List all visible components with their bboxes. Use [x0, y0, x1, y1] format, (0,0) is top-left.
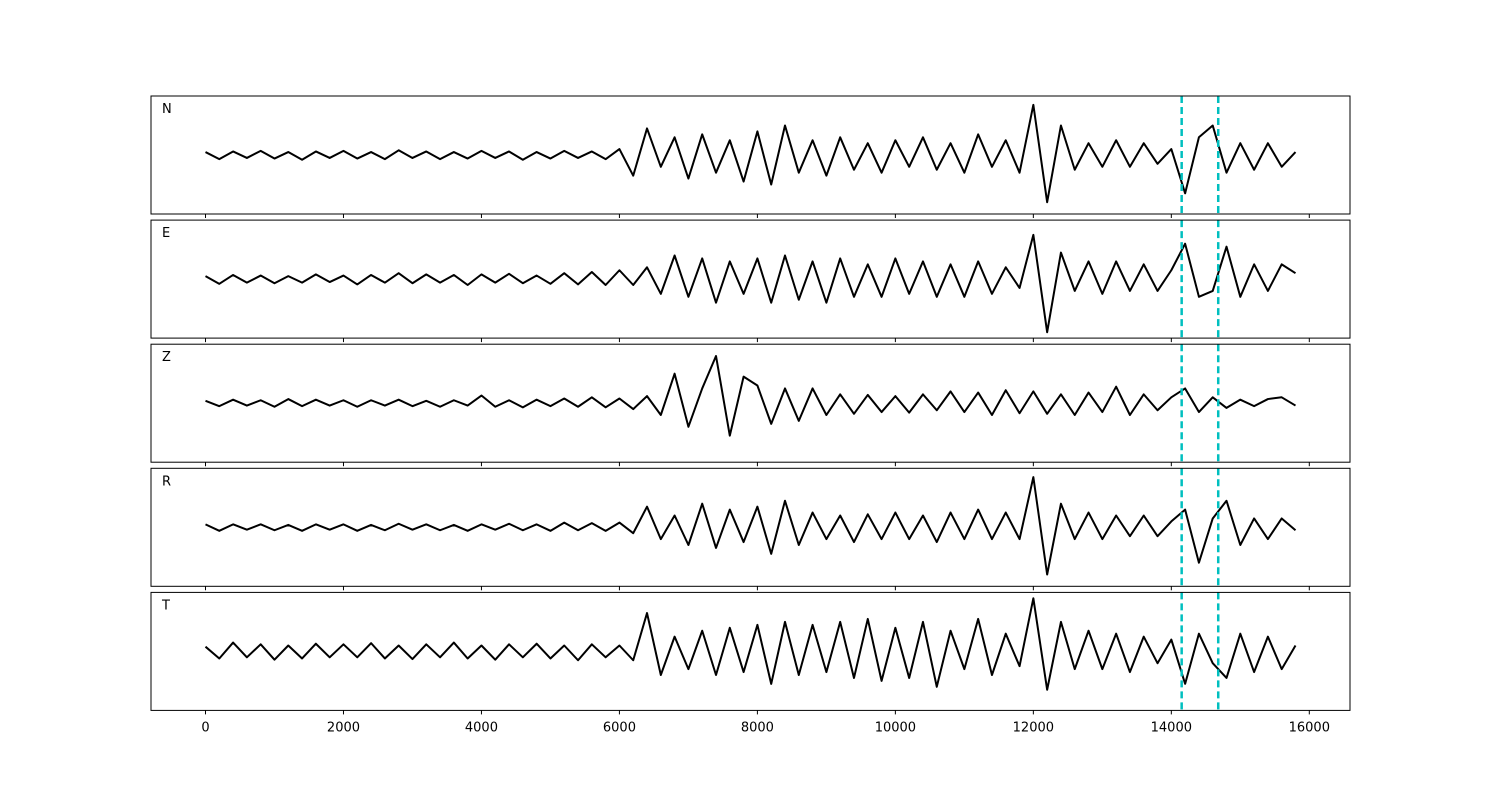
x-tick-label: 0 [201, 720, 209, 735]
trace [204, 597, 1297, 691]
trace [205, 103, 1297, 204]
panel-label: T [161, 598, 170, 613]
trace [205, 233, 1297, 334]
trace [205, 355, 1297, 437]
x-tick-label: 16000 [1289, 720, 1330, 735]
panel-frame [150, 467, 1351, 587]
panel-frame [150, 95, 1351, 215]
panel-frame [150, 343, 1351, 463]
panel-label: E [162, 226, 170, 241]
x-tick-label: 6000 [603, 720, 636, 735]
panel-label: R [162, 474, 171, 489]
x-tick-label: 2000 [327, 720, 360, 735]
x-tick-label: 14000 [1151, 720, 1192, 735]
panel-label: Z [162, 350, 171, 365]
panel-frame [150, 219, 1351, 339]
x-tick-label: 10000 [875, 720, 916, 735]
x-tick-label: 4000 [465, 720, 498, 735]
trace [205, 476, 1297, 576]
panel-frame [150, 591, 1351, 711]
x-tick-label: 12000 [1013, 720, 1054, 735]
panel-label: N [162, 102, 172, 117]
x-tick-label: 8000 [741, 720, 774, 735]
